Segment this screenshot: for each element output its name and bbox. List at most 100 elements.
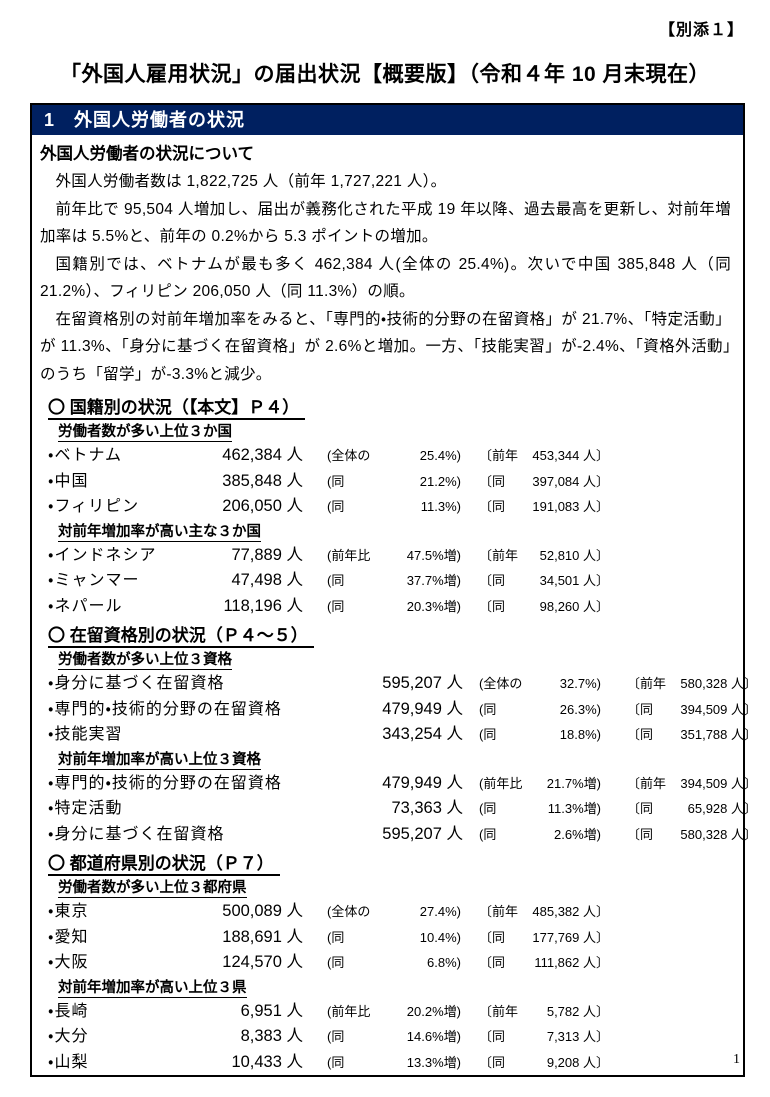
row-growth: (前年比 21.7%増) — [479, 771, 601, 797]
prev-value: 5,782 人〕 — [546, 1003, 609, 1019]
group-subheading-text: 対前年増加率が高い上位３県 — [58, 979, 247, 998]
summary-paragraph: 外国人労働者数は 1,822,725 人（前年 1,727,221 人）。 — [55, 173, 447, 190]
prev-value: 394,509 人〕 — [680, 701, 757, 717]
row-prev-year: 〔同 191,083 人〕 — [479, 494, 609, 520]
growth-label: (前年比 — [327, 547, 371, 563]
share-label: (全体の — [479, 676, 523, 691]
prev-value: 580,328 人〕 — [680, 826, 757, 842]
growth-label: (前年比 — [479, 775, 523, 791]
group-top3-prefectures: 労働者数が多い上位３都府県 ・東京 500,089 人 (全体の 27.4%) 〔… — [48, 877, 743, 976]
row-count: 77,889 人 — [231, 545, 303, 564]
growth-value: 37.7%増) — [406, 573, 461, 588]
prev-label: 〔同 — [479, 499, 506, 514]
share-value: 21.2%) — [419, 473, 461, 489]
row-count: 595,207 人 — [382, 824, 463, 843]
group-subheading-text: 労働者数が多い上位３か国 — [58, 424, 232, 442]
table-row: ・専門的・技術的分野の在留資格 479,949 人 (前年比 21.7%増) 〔前… — [48, 771, 757, 797]
table-row: ・フィリピン 206,050 人 (同 11.3%) 〔同 191,083 人〕 — [48, 494, 743, 520]
row-count: 500,089 人 — [222, 902, 303, 920]
row-count: 10,433 人 — [231, 1052, 303, 1071]
growth-label: (前年比 — [327, 1003, 371, 1019]
growth-label: (同 — [327, 1029, 345, 1044]
group-subheading: 労働者数が多い上位３資格 — [58, 649, 743, 671]
row-name: ・山梨 — [48, 1053, 89, 1071]
row-prev-year: 〔同 98,260 人〕 — [479, 594, 609, 620]
prev-value: 111,862 人〕 — [534, 955, 609, 970]
group-subheading: 対前年増加率が高い上位３資格 — [58, 749, 743, 771]
share-label: (全体の — [327, 448, 371, 463]
growth-label: (同 — [479, 801, 497, 816]
group-top3-countries: 労働者数が多い上位３か国 ・ベトナム 462,384 人 (全体の 25.4%) … — [48, 421, 743, 520]
prev-value: 485,382 人〕 — [532, 904, 609, 919]
summary-paragraph: 在留資格別の対前年増加率をみると、「専門的・技術的分野の在留資格」が 21.7%… — [40, 310, 731, 383]
row-count: 206,050 人 — [222, 497, 303, 515]
row-prev-year: 〔同 394,509 人〕 — [627, 697, 757, 723]
row-growth: (同 13.3%増) — [327, 1050, 461, 1076]
table-row: ・技能実習 343,254 人 (同 18.8%) 〔同 351,788 人〕 — [48, 722, 757, 748]
row-share: (同 6.8%) — [327, 950, 461, 976]
page-number: 1 — [733, 1052, 740, 1067]
row-share: (全体の 25.4%) — [327, 443, 461, 469]
summary-block: 外国人労働者の状況について 外国人労働者数は 1,822,725 人（前年 1,… — [32, 135, 743, 391]
table-row: ・インドネシア 77,889 人 (前年比 47.5%増) 〔前年 52,810 人… — [48, 543, 743, 569]
row-growth: (同 37.7%増) — [327, 568, 461, 594]
table-row: ・愛知 188,691 人 (同 10.4%) 〔同 177,769 人〕 — [48, 925, 743, 951]
table-row: ・ミャンマー 47,498 人 (同 37.7%増) 〔同 34,501 人〕 — [48, 568, 743, 594]
table-row: ・東京 500,089 人 (全体の 27.4%) 〔前年 485,382 人〕 — [48, 899, 743, 925]
table-row: ・大阪 124,570 人 (同 6.8%) 〔同 111,862 人〕 — [48, 950, 743, 976]
group-subheading: 対前年増加率が高い主な３か国 — [58, 521, 743, 543]
prev-label: 〔同 — [627, 826, 654, 842]
share-label: (同 — [479, 701, 497, 717]
row-count: 462,384 人 — [222, 446, 303, 464]
row-prev-year: 〔前年 52,810 人〕 — [479, 543, 609, 569]
row-count: 124,570 人 — [222, 953, 303, 971]
prev-label: 〔同 — [627, 701, 654, 717]
row-prev-year: 〔同 177,769 人〕 — [479, 925, 609, 951]
content-box: 1 外国人労働者の状況 外国人労働者の状況について 外国人労働者数は 1,822… — [30, 103, 757, 1077]
section-heading: 〇 都道府県別の状況（Ｐ７） — [48, 851, 743, 876]
share-label: (全体の — [327, 904, 371, 919]
row-name: ・技能実習 — [48, 726, 123, 743]
section-banner: 1 外国人労働者の状況 — [32, 105, 743, 135]
section-nationality: 〇 国籍別の状況（【本文】Ｐ４） 労働者数が多い上位３か国 ・ベトナム 462,… — [32, 391, 743, 619]
attachment-tag: 【別添１】 — [658, 22, 744, 39]
section-heading-text: 〇 都道府県別の状況（Ｐ７） — [48, 854, 280, 876]
row-count: 595,207 人 — [382, 674, 463, 692]
row-prev-year: 〔前年 485,382 人〕 — [479, 899, 609, 925]
row-share: (同 18.8%) — [479, 722, 601, 748]
prev-value: 7,313 人〕 — [546, 1029, 609, 1044]
growth-label: (同 — [479, 826, 497, 842]
prev-label: 〔同 — [479, 598, 506, 614]
growth-value: 14.6%増) — [406, 1029, 461, 1044]
row-count: 385,848 人 — [222, 471, 303, 490]
row-count: 73,363 人 — [391, 799, 463, 817]
group-subheading-text: 労働者数が多い上位３都府県 — [58, 880, 247, 898]
prev-label: 〔同 — [479, 955, 506, 970]
share-value: 11.3%) — [420, 499, 461, 514]
share-value: 32.7%) — [559, 676, 601, 691]
row-name: ・インドネシア — [48, 546, 157, 564]
growth-value: 11.3%増) — [547, 801, 601, 816]
row-name: ・長崎 — [48, 1002, 89, 1020]
row-name: ・身分に基づく在留資格 — [48, 825, 225, 843]
row-prev-year: 〔同 34,501 人〕 — [479, 568, 609, 594]
row-name: ・特定活動 — [48, 800, 123, 817]
table-row: ・身分に基づく在留資格 595,207 人 (全体の 32.7%) 〔前年 580,… — [48, 671, 757, 697]
row-count: 118,196 人 — [223, 596, 303, 615]
prev-label: 〔同 — [479, 929, 506, 945]
prev-value: 453,344 人〕 — [532, 448, 609, 463]
summary-heading: 外国人労働者の状況について — [40, 145, 255, 163]
group-top3-statuses: 労働者数が多い上位３資格 ・身分に基づく在留資格 595,207 人 (全体の 3… — [48, 649, 757, 748]
table-row: ・ネパール 118,196 人 (同 20.3%増) 〔同 98,260 人〕 — [48, 594, 743, 620]
row-growth: (前年比 20.2%増) — [327, 999, 461, 1025]
table-row: ・専門的・技術的分野の在留資格 479,949 人 (同 26.3%) 〔同 394… — [48, 697, 757, 723]
share-value: 10.4%) — [419, 929, 461, 945]
share-value: 18.8%) — [559, 727, 601, 742]
prev-label: 〔同 — [479, 573, 506, 588]
share-label: (同 — [327, 929, 345, 945]
section-heading: 〇 国籍別の状況（【本文】Ｐ４） — [48, 395, 743, 420]
prev-value: 394,509 人〕 — [680, 775, 757, 791]
row-count: 479,949 人 — [382, 773, 463, 792]
table-row: ・特定活動 73,363 人 (同 11.3%増) 〔同 65,928 人〕 — [48, 796, 757, 822]
row-count: 8,383 人 — [240, 1027, 303, 1045]
